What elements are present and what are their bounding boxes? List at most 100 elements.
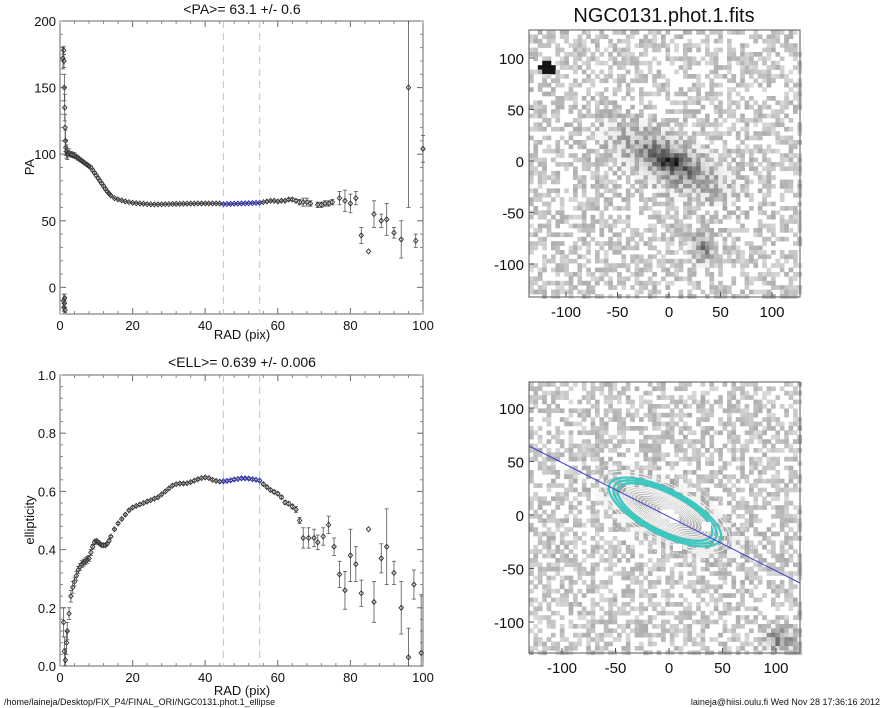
image-pixel xyxy=(608,549,613,554)
image-pixel xyxy=(749,628,754,634)
image-pixel xyxy=(687,96,693,101)
image-pixel xyxy=(722,606,728,612)
image-pixel xyxy=(599,522,605,528)
image-pixel xyxy=(551,514,556,519)
image-pixel xyxy=(643,514,649,519)
image-pixel xyxy=(634,140,640,145)
image-pixel xyxy=(625,47,631,53)
image-pixel xyxy=(586,30,591,35)
image-pixel xyxy=(608,148,613,154)
image-pixel xyxy=(700,82,706,88)
image-pixel xyxy=(779,65,785,70)
image-pixel xyxy=(678,56,684,62)
image-pixel xyxy=(757,272,763,277)
image-pixel xyxy=(551,646,556,651)
image-pixel xyxy=(731,109,737,114)
image-pixel xyxy=(683,131,688,136)
image-pixel xyxy=(603,505,609,510)
image-pixel xyxy=(731,540,737,546)
image-pixel xyxy=(608,417,613,422)
image-pixel xyxy=(595,522,600,528)
image-pixel xyxy=(718,285,723,290)
image-pixel xyxy=(669,162,675,167)
image-pixel xyxy=(705,448,710,453)
image-pixel xyxy=(749,505,754,510)
image-pixel xyxy=(599,426,605,431)
image-pixel xyxy=(551,113,556,119)
image-pixel xyxy=(564,267,569,273)
image-pixel xyxy=(674,43,679,48)
image-pixel xyxy=(608,38,613,44)
image-pixel xyxy=(709,549,715,554)
image-pixel xyxy=(529,580,534,585)
image-pixel xyxy=(757,478,763,484)
image-pixel xyxy=(696,60,701,66)
image-pixel xyxy=(700,558,706,563)
image-pixel xyxy=(551,390,556,396)
image-pixel xyxy=(766,131,772,136)
x-tick-label: 60 xyxy=(271,318,285,333)
image-pixel xyxy=(762,430,767,436)
image-pixel xyxy=(687,553,693,559)
image-pixel xyxy=(599,179,605,185)
image-pixel xyxy=(586,294,591,299)
image-pixel xyxy=(683,170,688,176)
image-pixel xyxy=(595,175,600,180)
image-pixel xyxy=(669,478,675,484)
image-pixel xyxy=(788,267,794,273)
image-pixel xyxy=(683,56,688,62)
image-pixel xyxy=(595,465,600,471)
image-pixel xyxy=(581,386,587,392)
image-pixel xyxy=(577,201,583,207)
image-pixel xyxy=(621,166,627,172)
image-pixel xyxy=(612,571,618,576)
image-pixel xyxy=(630,87,635,92)
image-pixel xyxy=(603,206,609,211)
image-pixel xyxy=(546,280,552,286)
image-pixel xyxy=(762,47,767,53)
image-pixel xyxy=(661,412,666,418)
image-pixel xyxy=(779,122,785,128)
image-pixel xyxy=(599,637,605,642)
image-pixel xyxy=(612,382,618,387)
image-pixel xyxy=(617,624,622,629)
image-pixel xyxy=(718,100,723,106)
image-pixel xyxy=(621,170,627,176)
image-pixel xyxy=(700,96,706,101)
image-pixel xyxy=(551,597,556,603)
image-pixel xyxy=(669,417,675,422)
image-pixel xyxy=(665,192,671,198)
image-pixel xyxy=(621,280,627,286)
image-pixel xyxy=(634,179,640,185)
image-pixel xyxy=(678,219,684,224)
image-pixel xyxy=(735,56,741,62)
image-pixel xyxy=(757,439,763,444)
image-pixel xyxy=(727,56,732,62)
image-pixel xyxy=(643,157,649,163)
image-pixel xyxy=(700,219,706,224)
image-pixel xyxy=(793,518,798,524)
image-pixel xyxy=(661,201,666,207)
image-pixel xyxy=(529,170,534,176)
image-pixel xyxy=(643,439,649,444)
image-pixel xyxy=(555,113,561,119)
image-pixel xyxy=(581,606,587,612)
image-pixel xyxy=(674,553,679,559)
image-pixel xyxy=(762,157,767,163)
image-pixel xyxy=(634,294,640,299)
image-pixel xyxy=(661,184,666,189)
image-pixel xyxy=(533,148,539,154)
image-pixel xyxy=(766,421,772,427)
image-pixel xyxy=(586,87,591,92)
image-pixel xyxy=(599,390,605,396)
image-pixel xyxy=(784,43,789,48)
image-pixel xyxy=(617,483,622,488)
image-pixel xyxy=(529,588,534,594)
image-pixel xyxy=(656,210,662,216)
image-pixel xyxy=(683,175,688,180)
image-pixel xyxy=(652,492,657,497)
image-pixel xyxy=(771,624,776,629)
image-pixel xyxy=(568,470,574,475)
image-pixel xyxy=(625,113,631,119)
image-pixel xyxy=(771,544,776,550)
